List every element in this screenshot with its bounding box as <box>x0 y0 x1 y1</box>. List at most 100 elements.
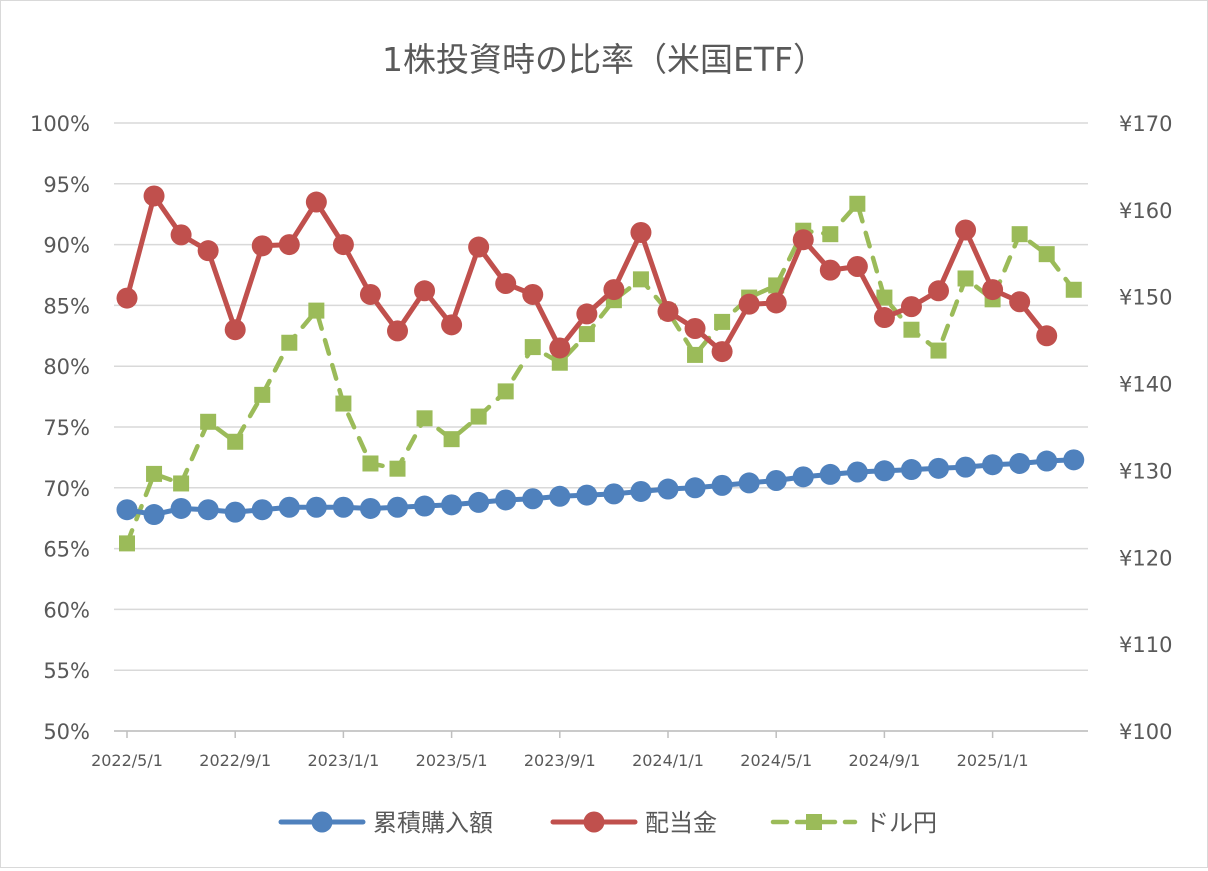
data-point <box>711 341 733 363</box>
x-tick-label: 2022/9/1 <box>199 751 271 770</box>
y-right-tick-label: ¥140 <box>1119 373 1172 397</box>
data-point <box>116 287 138 309</box>
y-right-tick-label: ¥120 <box>1119 546 1172 570</box>
data-point <box>738 472 760 494</box>
data-point <box>332 496 354 518</box>
legend-swatch-marker <box>806 814 822 830</box>
data-point <box>714 313 731 330</box>
data-point <box>227 433 244 450</box>
legend-swatch-marker <box>583 811 605 833</box>
legend: 累積購入額 配当金 ドル円 <box>278 809 937 837</box>
y-right-tick-label: ¥110 <box>1119 633 1172 657</box>
data-point <box>955 219 977 241</box>
data-point <box>955 456 977 478</box>
data-point <box>146 465 163 482</box>
y-right-tick-label: ¥170 <box>1119 112 1172 136</box>
series-1 <box>116 185 1058 363</box>
chart-title: 1株投資時の比率（米国ETF） <box>382 40 826 79</box>
data-point <box>578 326 595 343</box>
data-point <box>630 480 652 502</box>
data-point <box>1036 325 1058 347</box>
y-left-tick-label: 65% <box>43 538 90 562</box>
x-tick-label: 2023/1/1 <box>307 751 379 770</box>
data-point <box>173 475 190 492</box>
y-left-tick-label: 70% <box>43 477 90 501</box>
data-point <box>900 459 922 481</box>
data-point <box>470 408 487 425</box>
data-point <box>468 236 490 258</box>
data-point <box>551 354 568 371</box>
data-point <box>792 466 814 488</box>
data-point <box>441 494 463 516</box>
y-left-tick-label: 90% <box>43 234 90 258</box>
data-point <box>549 337 571 359</box>
data-point <box>441 314 463 336</box>
data-point <box>982 279 1004 301</box>
data-point <box>254 386 271 403</box>
data-point <box>305 496 327 518</box>
data-point <box>1009 452 1031 474</box>
data-point <box>200 413 217 430</box>
data-point <box>603 483 625 505</box>
y-right-tick-label: ¥130 <box>1119 459 1172 483</box>
data-point <box>224 501 246 523</box>
data-point <box>900 296 922 318</box>
data-point <box>278 496 300 518</box>
legend-swatch-marker <box>311 811 333 833</box>
data-point <box>387 320 408 342</box>
data-point <box>116 499 138 521</box>
data-point <box>197 240 219 262</box>
data-point <box>849 195 866 212</box>
data-point <box>119 535 135 552</box>
data-point <box>387 496 408 518</box>
data-point <box>819 259 841 281</box>
data-point <box>876 289 893 306</box>
x-tick-label: 2025/1/1 <box>957 751 1029 770</box>
data-point <box>1065 281 1082 298</box>
data-point <box>414 495 436 517</box>
data-point <box>143 185 165 207</box>
data-point <box>928 280 949 302</box>
data-point <box>738 293 760 315</box>
data-point <box>657 478 679 500</box>
y-left-tick-label: 55% <box>43 659 90 683</box>
y-right-tick-label: ¥160 <box>1119 199 1172 223</box>
data-point <box>822 226 839 243</box>
data-point <box>495 489 517 511</box>
data-point <box>278 234 300 256</box>
data-point <box>1063 449 1085 471</box>
x-tick-label: 2024/5/1 <box>740 751 812 770</box>
data-point <box>497 383 514 400</box>
data-point <box>305 191 327 213</box>
series-0 <box>116 449 1085 526</box>
data-point <box>792 229 814 251</box>
data-point <box>524 339 541 356</box>
data-point <box>170 224 192 246</box>
legend-item: 配当金 <box>550 809 717 837</box>
data-point <box>928 457 949 479</box>
data-point <box>846 255 868 277</box>
y-left-tick-label: 80% <box>43 355 90 379</box>
data-point <box>576 484 598 506</box>
y-left-tick-label: 50% <box>43 720 90 744</box>
legend-item: ドル円 <box>770 809 937 837</box>
data-point <box>251 235 273 257</box>
grid-layer <box>114 122 1088 732</box>
y-left-tick-label: 95% <box>43 173 90 197</box>
data-point <box>684 318 706 340</box>
data-point <box>197 499 219 521</box>
legend-item: 累積購入額 <box>278 809 493 837</box>
data-point <box>1009 291 1031 313</box>
data-point <box>632 271 649 288</box>
series-layer <box>116 185 1085 552</box>
data-point <box>687 346 704 363</box>
data-point <box>873 460 895 482</box>
data-point <box>1038 246 1055 263</box>
data-point <box>1011 226 1028 243</box>
x-tick-label: 2023/5/1 <box>416 751 488 770</box>
y-right-tick-label: ¥150 <box>1119 286 1172 310</box>
legend-label: 累積購入額 <box>373 809 493 837</box>
data-point <box>957 270 974 287</box>
data-point <box>684 477 706 499</box>
